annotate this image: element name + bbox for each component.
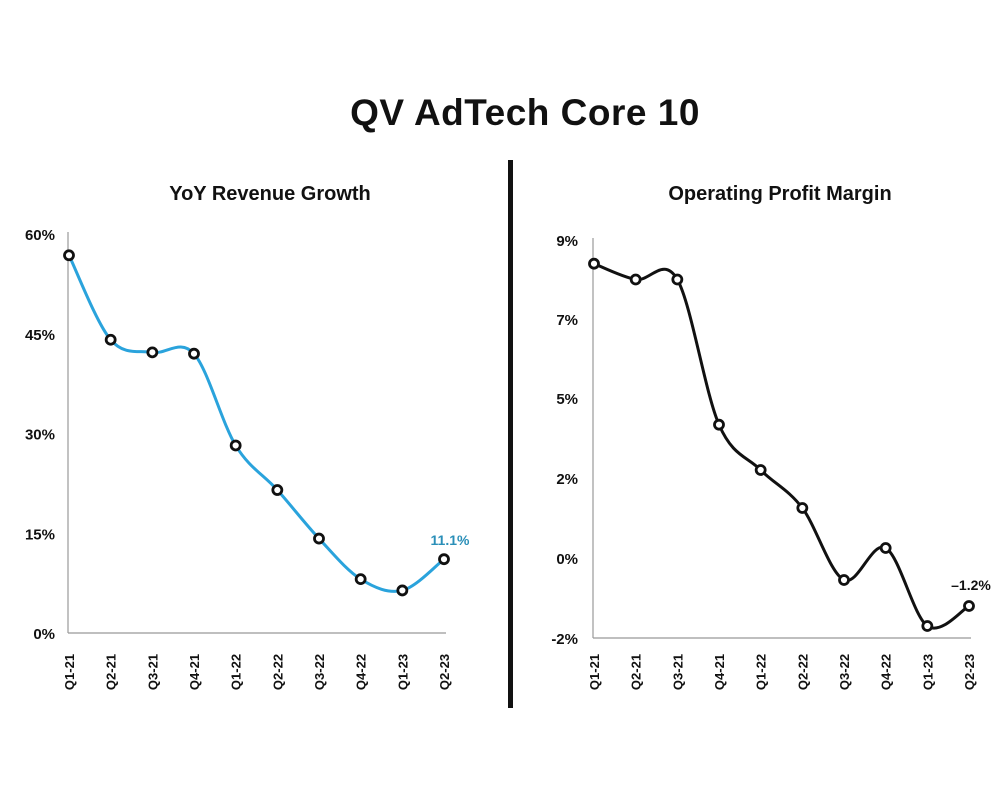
margin-data-point (921, 620, 934, 632)
margin-y-tick-label: 2% (556, 471, 578, 488)
revenue-x-tick-label: Q4-22 (354, 654, 369, 690)
revenue-data-point (229, 439, 242, 452)
margin-data-point (629, 273, 642, 286)
revenue-x-tick-label: Q1-21 (62, 654, 77, 690)
margin-y-tick-label: -2% (551, 631, 578, 648)
panel-divider (508, 160, 513, 708)
revenue-data-point (188, 347, 200, 360)
margin-y-tick-label: 7% (556, 312, 578, 329)
revenue-data-point (146, 346, 159, 359)
revenue-last-value-label: 11.1% (431, 532, 470, 548)
margin-x-tick-label: Q2-21 (629, 654, 644, 690)
revenue-y-tick-label: 0% (33, 626, 55, 643)
main-title: QV AdTech Core 10 (350, 92, 700, 133)
revenue-x-tick-label: Q4-21 (187, 654, 202, 690)
margin-chart-title: Operating Profit Margin (668, 183, 891, 205)
margin-x-tick-label: Q1-23 (920, 654, 935, 690)
margin-x-tick-label: Q2-22 (795, 654, 810, 690)
margin-data-point (963, 600, 975, 612)
revenue-data-point (271, 484, 284, 496)
revenue-data-point (396, 584, 409, 597)
margin-y-tick-label: 5% (556, 391, 578, 408)
margin-data-point (838, 574, 850, 586)
margin-x-tick-label: Q1-22 (754, 654, 769, 690)
revenue-data-point (354, 573, 367, 586)
revenue-series-line (67, 253, 446, 593)
margin-data-point (671, 273, 684, 286)
margin-x-tick-label: Q3-22 (837, 654, 852, 690)
revenue-y-tick-label: 30% (25, 427, 55, 444)
margin-data-point (879, 542, 892, 554)
margin-x-tick-label: Q4-21 (712, 654, 727, 690)
margin-series-line (592, 262, 971, 630)
revenue-y-tick-label: 60% (25, 227, 55, 244)
revenue-x-tick-label: Q2-22 (270, 654, 285, 690)
revenue-x-tick-label: Q1-23 (395, 654, 410, 690)
revenue-x-tick-label: Q2-23 (437, 654, 452, 690)
revenue-data-point (313, 532, 325, 545)
margin-last-value-label: –1.2% (951, 577, 991, 593)
revenue-y-tick-label: 45% (25, 327, 55, 344)
margin-x-tick-label: Q4-22 (879, 654, 894, 690)
revenue-x-tick-label: Q3-22 (312, 654, 327, 690)
margin-x-tick-label: Q2-23 (962, 654, 977, 690)
revenue-data-point (63, 249, 75, 262)
margin-x-tick-label: Q3-21 (670, 654, 685, 690)
revenue-y-tick-label: 15% (25, 526, 55, 543)
revenue-x-tick-label: Q2-21 (104, 654, 119, 690)
revenue-chart-title: YoY Revenue Growth (169, 183, 371, 205)
margin-y-tick-label: 0% (556, 551, 578, 568)
revenue-data-point (104, 333, 117, 346)
margin-data-point (588, 257, 600, 270)
margin-data-point (713, 418, 725, 431)
margin-data-point (796, 502, 809, 514)
margin-x-tick-label: Q1-21 (587, 654, 602, 690)
margin-y-tick-label: 9% (556, 233, 578, 250)
revenue-data-point (438, 553, 450, 566)
margin-data-point (754, 464, 767, 476)
revenue-x-tick-label: Q1-22 (229, 654, 244, 690)
revenue-x-tick-label: Q3-21 (145, 654, 160, 690)
